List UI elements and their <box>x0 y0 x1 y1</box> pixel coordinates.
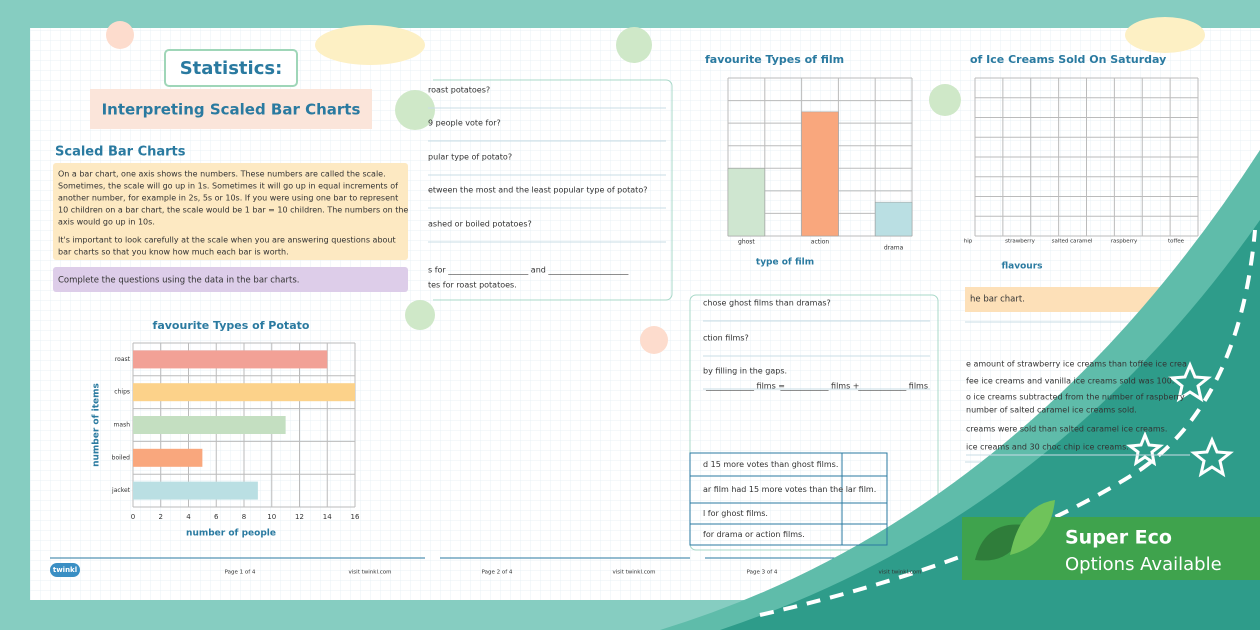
gap: ____________ films = <box>705 382 785 391</box>
y-tick-label: mash <box>114 422 131 429</box>
bar <box>133 383 355 402</box>
question: creams were sold than salted caramel ice… <box>966 425 1167 434</box>
question: s for ____________________ and _________… <box>428 266 629 275</box>
y-tick-label: roast <box>115 356 131 363</box>
table-cell <box>841 523 888 546</box>
paragraph-line: axis would go up in 10s. <box>58 218 155 227</box>
table-text: d 15 more votes than ghost films. <box>703 460 838 469</box>
bar <box>133 448 203 467</box>
question: ashed or boiled potatoes? <box>428 220 532 229</box>
x-tick-label: strawberry <box>1005 239 1035 245</box>
table-text: ar film had 15 more votes than the lar f… <box>703 485 876 494</box>
x-tick-label: drama <box>884 245 904 252</box>
badge-subtitle: Options Available <box>1065 554 1222 575</box>
question: o ice creams subtracted from the number … <box>966 393 1185 402</box>
y-tick-label: boiled <box>112 454 131 461</box>
bar <box>133 350 328 369</box>
question: etween the most and the least popular ty… <box>428 186 647 195</box>
paragraph-line: another number, for example in 2s, 5s or… <box>58 194 398 203</box>
x-tick-label: salted caramel <box>1052 239 1093 245</box>
subtitle: Interpreting Scaled Bar Charts <box>102 101 361 119</box>
instruction: Complete the questions using the data in… <box>58 276 299 286</box>
question: chose ghost films than dramas? <box>703 299 831 308</box>
gap: ____________ films <box>857 382 928 391</box>
instruction: he bar chart. <box>970 295 1025 305</box>
site: visit twinkl.com <box>349 570 392 576</box>
gap: ____________ films + <box>779 382 859 391</box>
question: by filling in the gaps. <box>703 367 787 376</box>
table-text: l for ghost films. <box>703 509 768 518</box>
chart-title: favourite Types of film <box>705 53 844 66</box>
paragraph-line: It's important to look carefully at the … <box>58 236 396 245</box>
x-axis-label: flavours <box>1002 262 1043 272</box>
question: tes for roast potatoes. <box>428 281 517 290</box>
paragraph-line: bar charts so that you know how much eac… <box>58 248 289 257</box>
x-tick-label: hip <box>964 239 973 245</box>
question: number of salted caramel ice creams sold… <box>966 406 1137 415</box>
x-tick-label: 14 <box>323 513 332 521</box>
chart-title: of Ice Creams Sold On Saturday <box>970 53 1166 66</box>
page-number: Page 1 of 4 <box>225 570 256 576</box>
x-tick-label: 16 <box>351 513 360 521</box>
paragraph-line: Sometimes, the scale will go up in 1s. S… <box>58 182 398 191</box>
bar <box>133 481 258 500</box>
y-tick-label: jacket <box>111 487 131 494</box>
page-1 <box>30 21 435 600</box>
chart-title: favourite Types of Potato <box>153 319 310 332</box>
title: Statistics: <box>180 58 283 79</box>
x-axis-label: number of people <box>186 529 276 539</box>
logo: twinkl <box>53 566 77 574</box>
site: visit twinkl.com <box>879 570 922 576</box>
question: ice creams and 30 choc chip ice creams. <box>966 443 1129 452</box>
x-tick-label: action <box>811 239 830 246</box>
x-tick-label: 12 <box>295 513 304 521</box>
bar <box>801 111 839 237</box>
x-tick-label: 10 <box>267 513 276 521</box>
x-tick-label: toffee <box>1168 239 1185 245</box>
x-axis-label: type of film <box>756 258 814 268</box>
site: visit twinkl.com <box>613 570 656 576</box>
badge-title: Super Eco <box>1065 527 1172 549</box>
page-2 <box>390 27 698 600</box>
y-axis-label: number of items <box>92 383 102 467</box>
heading: Scaled Bar Charts <box>55 145 186 160</box>
question: ction films? <box>703 334 749 343</box>
x-tick-label: ghost <box>738 239 755 246</box>
bar <box>874 201 913 237</box>
page-number: Page 3 of 4 <box>747 570 778 576</box>
table-text: for drama or action films. <box>703 530 805 539</box>
page-number: Page 2 of 4 <box>482 570 513 576</box>
x-tick-label: raspberry <box>1111 239 1138 245</box>
y-tick-label: chips <box>114 389 130 396</box>
x-tick-label: 6 <box>214 513 219 521</box>
paragraph-line: 10 children on a bar chart, the scale wo… <box>58 206 408 215</box>
x-tick-label: 2 <box>159 513 163 521</box>
decoration <box>660 150 1260 630</box>
paragraph-line: On a bar chart, one axis shows the numbe… <box>58 170 386 179</box>
question: 9 people vote for? <box>428 119 501 128</box>
bar <box>727 168 766 237</box>
question: e amount of strawberry ice creams than t… <box>966 360 1187 369</box>
question: fee ice creams and vanilla ice creams so… <box>966 377 1174 386</box>
bar <box>133 416 286 434</box>
question: roast potatoes? <box>428 86 490 95</box>
x-tick-label: 4 <box>186 513 191 521</box>
x-tick-label: 0 <box>131 513 135 521</box>
question: pular type of potato? <box>428 153 512 162</box>
x-tick-label: 8 <box>242 513 246 521</box>
